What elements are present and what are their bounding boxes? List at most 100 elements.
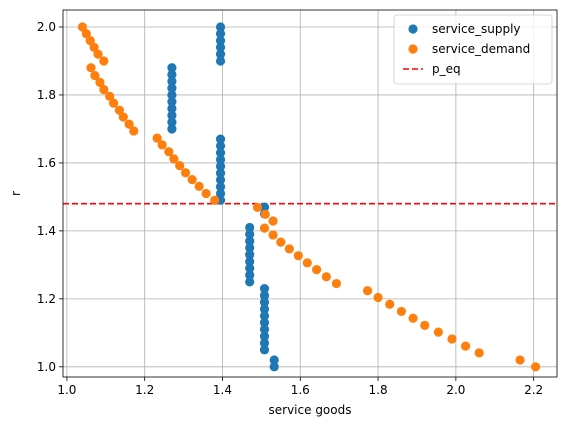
data-point bbox=[99, 84, 109, 95]
data-point bbox=[259, 324, 270, 335]
legend-frame bbox=[393, 14, 553, 85]
data-points bbox=[77, 22, 541, 372]
x-tick-label: 1.6 bbox=[291, 383, 310, 397]
legend-label: service_supply bbox=[432, 22, 521, 36]
data-point bbox=[93, 49, 103, 59]
data-point bbox=[180, 168, 191, 178]
data-point bbox=[515, 355, 525, 365]
data-point bbox=[284, 244, 294, 254]
data-point bbox=[260, 209, 270, 219]
data-point bbox=[276, 237, 286, 247]
y-tick-label: 1.8 bbox=[37, 88, 56, 102]
y-tick-label: 2.0 bbox=[37, 20, 56, 34]
data-point bbox=[252, 202, 263, 213]
data-point bbox=[447, 334, 457, 344]
data-point bbox=[259, 202, 270, 212]
data-point bbox=[169, 154, 179, 164]
data-point bbox=[124, 119, 134, 129]
legend-label: service_demand bbox=[432, 42, 530, 56]
data-point bbox=[194, 181, 204, 191]
data-point bbox=[95, 77, 105, 87]
data-point bbox=[215, 35, 226, 46]
data-point bbox=[245, 263, 255, 273]
data-point bbox=[420, 320, 430, 330]
data-point bbox=[433, 327, 443, 337]
plot-area-frame bbox=[62, 9, 558, 378]
y-tick-label: 1.2 bbox=[37, 292, 56, 306]
y-axis-label: r bbox=[9, 191, 23, 196]
data-point bbox=[167, 76, 177, 86]
data-point bbox=[81, 29, 91, 39]
series-service_supply bbox=[167, 22, 279, 372]
data-point bbox=[259, 311, 270, 321]
data-point bbox=[215, 182, 226, 192]
data-point bbox=[114, 105, 125, 115]
data-point bbox=[408, 313, 418, 323]
data-point bbox=[460, 341, 471, 351]
data-point bbox=[167, 110, 177, 120]
data-point bbox=[215, 154, 226, 165]
data-point bbox=[259, 297, 270, 307]
data-point bbox=[269, 355, 279, 365]
data-point bbox=[245, 277, 255, 287]
data-point bbox=[129, 126, 139, 136]
y-tick-label: 1.4 bbox=[37, 224, 56, 238]
series-service_demand bbox=[77, 22, 541, 372]
data-point bbox=[259, 318, 270, 328]
data-point bbox=[269, 362, 279, 372]
data-point bbox=[293, 251, 303, 261]
data-point bbox=[201, 188, 211, 199]
data-point bbox=[215, 29, 226, 39]
data-point bbox=[531, 362, 541, 372]
data-point bbox=[474, 348, 484, 358]
data-point bbox=[215, 42, 226, 52]
x-axis-label: service goods bbox=[269, 403, 352, 417]
data-point bbox=[259, 345, 270, 355]
data-point bbox=[167, 103, 177, 114]
data-point bbox=[167, 124, 177, 134]
data-point bbox=[331, 278, 342, 289]
data-point bbox=[302, 258, 312, 268]
data-point bbox=[259, 331, 270, 341]
data-point bbox=[89, 42, 99, 52]
data-point bbox=[215, 188, 226, 199]
data-point bbox=[245, 270, 255, 280]
data-point bbox=[175, 161, 185, 171]
data-point bbox=[312, 265, 322, 275]
data-point bbox=[99, 56, 109, 66]
data-point bbox=[108, 98, 119, 108]
data-point bbox=[215, 148, 226, 158]
data-point bbox=[245, 222, 255, 233]
data-point bbox=[167, 69, 177, 80]
axis-ticks: 1.0 1.2 1.4 1.6 1.8 2.0 2.2 1.0 1.2 1.4 1.6 1.8 2.0 bbox=[37, 20, 543, 397]
data-point bbox=[215, 22, 226, 32]
data-point bbox=[105, 91, 115, 101]
data-point bbox=[268, 216, 278, 226]
data-point bbox=[164, 147, 174, 157]
data-point bbox=[245, 250, 255, 260]
data-point bbox=[118, 112, 128, 122]
data-point bbox=[167, 90, 177, 100]
y-tick-label: 1.0 bbox=[37, 360, 56, 374]
data-point bbox=[215, 56, 226, 66]
x-tick-label: 1.4 bbox=[213, 383, 232, 397]
legend: service_supply service_demand p_eq bbox=[393, 14, 553, 85]
data-point bbox=[321, 272, 331, 282]
data-point bbox=[167, 97, 177, 107]
data-point bbox=[259, 304, 270, 314]
x-tick-label: 1.8 bbox=[369, 383, 388, 397]
data-point bbox=[268, 230, 278, 240]
data-point bbox=[245, 256, 255, 267]
data-point bbox=[215, 141, 226, 151]
data-point bbox=[152, 133, 162, 143]
data-point bbox=[245, 236, 255, 246]
x-tick-label: 2.2 bbox=[524, 383, 543, 397]
data-point bbox=[86, 63, 96, 73]
data-point bbox=[373, 292, 383, 303]
data-point bbox=[259, 338, 270, 348]
data-point bbox=[385, 299, 395, 309]
data-point bbox=[245, 229, 255, 239]
legend-label: p_eq bbox=[432, 62, 461, 76]
x-tick-label: 1.0 bbox=[57, 383, 76, 397]
